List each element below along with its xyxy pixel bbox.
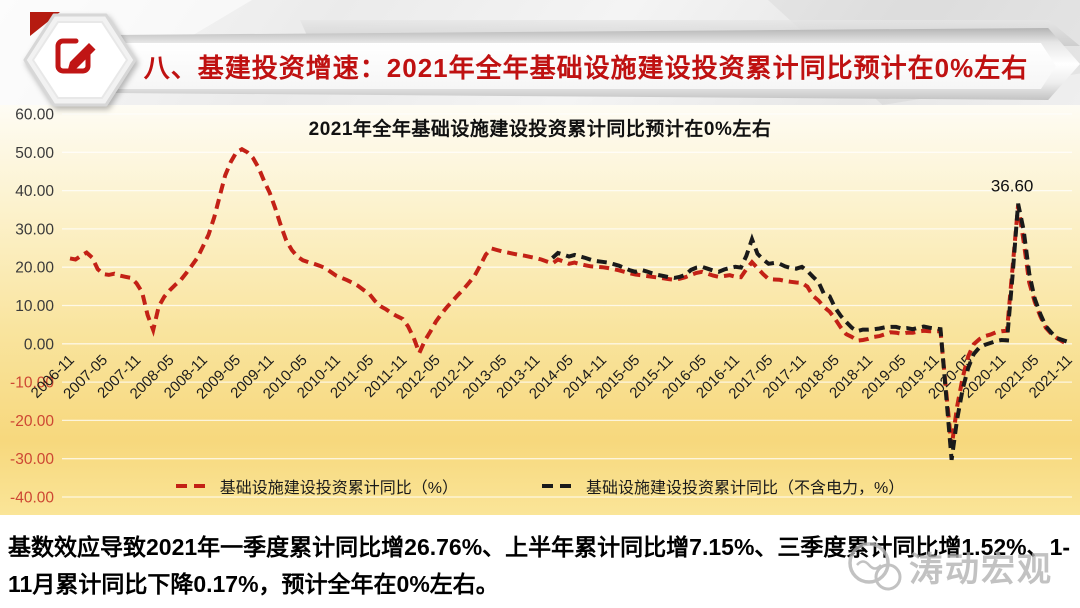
- chart-background: [0, 105, 1080, 515]
- y-tick-label: 40.00: [15, 183, 54, 200]
- y-tick-label: -30.00: [10, 451, 54, 468]
- y-tick-label: 30.00: [15, 221, 54, 238]
- chart-legend: 基础设施建设投资累计同比（%） 基础设施建设投资累计同比（不含电力，%）: [0, 474, 1080, 498]
- page-title: 八、基建投资增速：2021年全年基础设施建设投资累计同比预计在0%左右: [143, 52, 1029, 83]
- summary-section: 基数效应导致2021年一季度累计同比增26.76%、上半年累计同比增7.15%、…: [0, 515, 1080, 608]
- legend-red-dash-swatch: [175, 483, 212, 489]
- legend-label: 基础设施建设投资累计同比（%）: [219, 480, 458, 497]
- peak-data-label: 36.60: [991, 177, 1034, 196]
- legend-black-dash-swatch: [542, 483, 578, 489]
- chart-area: 60.00 50.00 40.00 30.00 20.00 10.00 0.00 -10.00…: [0, 105, 1080, 515]
- y-tick-label: -10.00: [10, 375, 54, 392]
- series-line-incl-electricity: [69, 146, 1069, 448]
- y-tick-label: 50.00: [15, 145, 54, 162]
- hexagon-badge: [23, 13, 137, 107]
- y-tick-label: 0.00: [24, 336, 55, 353]
- chart-title: 2021年全年基础设施建设投资累计同比预计在0%左右: [308, 119, 772, 140]
- summary-text: 基数效应导致2021年一季度累计同比增26.76%、上半年累计同比增7.15%、…: [8, 534, 1071, 597]
- legend-item-excl-electricity: 基础设施建设投资累计同比（不含电力，%）: [542, 474, 904, 498]
- series-line-excl-electricity: [551, 203, 1069, 461]
- legend-item-incl-electricity: 基础设施建设投资累计同比（%）: [175, 474, 458, 498]
- header-banner: 八、基建投资增速：2021年全年基础设施建设投资累计同比预计在0%左右: [0, 0, 1080, 107]
- title-ribbon-inner: 八、基建投资增速：2021年全年基础设施建设投资累计同比预计在0%左右: [116, 43, 1056, 89]
- legend-label: 基础设施建设投资累计同比（不含电力，%）: [586, 480, 905, 497]
- y-tick-label: -40.00: [10, 490, 54, 507]
- y-tick-label: 60.00: [15, 107, 54, 124]
- edit-pencil-icon: [55, 38, 96, 74]
- y-tick-label: -20.00: [10, 413, 54, 430]
- line-chart: 60.00 50.00 40.00 30.00 20.00 10.00 0.00 -10.00…: [0, 105, 1080, 515]
- y-tick-label: 20.00: [15, 260, 54, 277]
- y-tick-label: 10.00: [15, 298, 54, 315]
